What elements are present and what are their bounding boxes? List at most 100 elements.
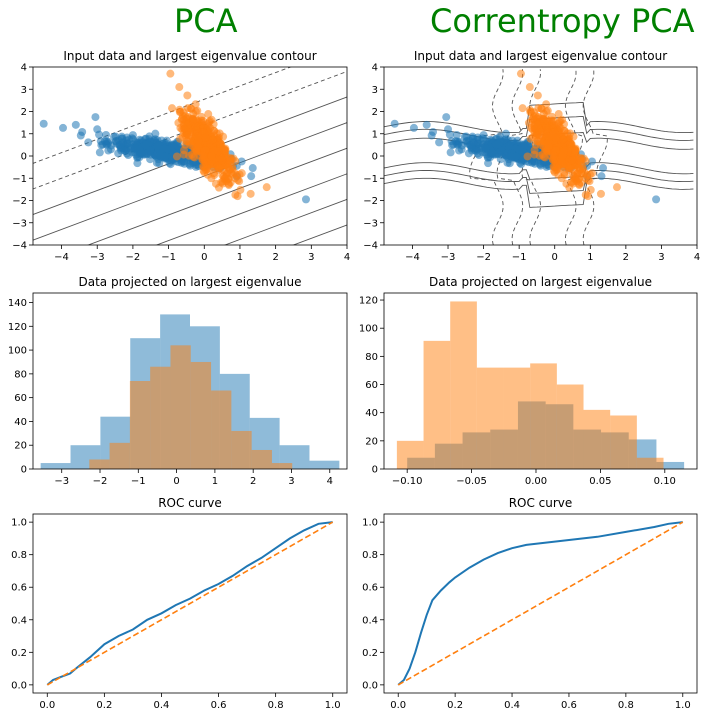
x-tick-label: −3 bbox=[54, 476, 69, 487]
data-point-blue bbox=[71, 120, 80, 129]
data-point-blue bbox=[237, 157, 246, 166]
hist-bar-orange bbox=[211, 390, 232, 469]
x-tick-label: 0 bbox=[201, 252, 207, 263]
data-point-orange bbox=[518, 104, 527, 113]
data-point-orange bbox=[225, 154, 234, 163]
hist-bar-blue bbox=[309, 460, 340, 469]
x-tick-label: −4 bbox=[405, 252, 420, 263]
data-point-orange bbox=[562, 179, 571, 188]
data-point-blue bbox=[504, 142, 513, 151]
data-point-blue bbox=[409, 123, 418, 132]
data-point-blue bbox=[91, 113, 100, 122]
data-point-blue bbox=[114, 149, 123, 158]
data-point-orange bbox=[172, 152, 181, 161]
data-point-orange bbox=[180, 124, 189, 133]
data-point-orange bbox=[526, 134, 535, 143]
data-point-orange bbox=[533, 137, 542, 146]
y-tick-label: −3 bbox=[363, 218, 378, 229]
data-point-blue bbox=[166, 160, 175, 169]
y-tick-label: 120 bbox=[8, 322, 27, 333]
y-tick-label: 20 bbox=[365, 436, 378, 447]
data-point-orange bbox=[583, 192, 592, 201]
data-point-blue bbox=[528, 158, 537, 167]
y-tick-label: 100 bbox=[8, 346, 27, 357]
data-point-orange bbox=[568, 156, 577, 165]
y-axis: 0.0 0.2 0.4 0.6 0.8 1.0 bbox=[362, 518, 384, 691]
data-point-blue bbox=[652, 195, 661, 204]
x-tick-label: 1 bbox=[212, 476, 218, 487]
y-tick-label: −1 bbox=[12, 174, 27, 185]
y-tick-label: 40 bbox=[365, 408, 378, 419]
data-point-orange bbox=[528, 114, 537, 123]
x-tick-label: −1 bbox=[512, 252, 527, 263]
hist-bar-orange bbox=[190, 361, 212, 469]
data-point-orange bbox=[168, 104, 177, 113]
y-tick-label: −1 bbox=[363, 174, 378, 185]
data-point-blue bbox=[481, 144, 490, 153]
y-tick-label: 0 bbox=[372, 465, 378, 476]
x-tick-label: 0.2 bbox=[447, 700, 463, 711]
contour-line bbox=[564, 69, 583, 245]
data-point-orange bbox=[612, 183, 621, 192]
data-point-orange bbox=[526, 108, 535, 117]
y-tick-label: 4 bbox=[21, 63, 27, 74]
data-point-blue bbox=[142, 140, 151, 149]
x-tick-label: 4 bbox=[344, 252, 350, 263]
x-tick-label: 0.10 bbox=[654, 476, 676, 487]
data-point-orange bbox=[176, 134, 185, 143]
contour-line bbox=[469, 69, 504, 245]
hist-bar-orange bbox=[89, 459, 110, 469]
hist-bar-orange bbox=[636, 457, 664, 469]
x-tick-label: 2 bbox=[272, 252, 278, 263]
hist-bar-orange bbox=[476, 367, 504, 469]
data-point-blue bbox=[118, 134, 127, 143]
data-point-blue bbox=[93, 125, 102, 134]
data-point-blue bbox=[173, 141, 182, 150]
data-point-orange bbox=[185, 151, 194, 160]
y-tick-label: 1 bbox=[21, 129, 27, 140]
x-tick-label: 0.4 bbox=[504, 700, 520, 711]
contour-line bbox=[223, 198, 347, 245]
data-point-blue bbox=[102, 130, 111, 139]
data-point-blue bbox=[151, 129, 160, 138]
y-tick-label: 20 bbox=[14, 441, 27, 452]
data-point-orange bbox=[166, 69, 175, 78]
contour-line bbox=[384, 162, 694, 180]
hist-bar-orange bbox=[150, 366, 171, 469]
data-point-blue bbox=[524, 141, 533, 150]
data-point-blue bbox=[84, 138, 93, 147]
data-point-orange bbox=[236, 185, 245, 194]
panel-title: ROC curve bbox=[509, 496, 573, 510]
data-point-blue bbox=[501, 129, 510, 138]
x-tick-label: 3 bbox=[288, 476, 294, 487]
x-tick-label: 0.05 bbox=[589, 476, 611, 487]
y-tick-label: −4 bbox=[12, 241, 27, 252]
data-point-blue bbox=[95, 148, 104, 157]
y-tick-label: 0.6 bbox=[11, 583, 27, 594]
x-tick-label: −2 bbox=[93, 476, 108, 487]
x-axis: −0.10 −0.05 0.00 0.05 0.10 bbox=[392, 469, 676, 487]
x-tick-label: 0.6 bbox=[561, 700, 577, 711]
data-point-orange bbox=[596, 189, 605, 198]
data-point-orange bbox=[194, 132, 203, 141]
y-tick-label: 0.2 bbox=[362, 648, 378, 659]
data-point-blue bbox=[462, 132, 471, 141]
x-tick-label: −3 bbox=[90, 252, 105, 263]
hist-bar-orange bbox=[610, 415, 637, 469]
hist-bar-orange bbox=[271, 463, 293, 469]
x-tick-label: 0.6 bbox=[211, 700, 227, 711]
x-axis: −3 −2 −1 0 1 2 3 4 bbox=[54, 469, 333, 487]
column-title-correntropy-pca: Correntropy PCA bbox=[430, 2, 695, 40]
x-tick-label: −3 bbox=[441, 252, 456, 263]
y-tick-label: −2 bbox=[12, 196, 27, 207]
data-point-orange bbox=[535, 151, 544, 160]
x-tick-label: 3 bbox=[658, 252, 664, 263]
contour-line bbox=[384, 177, 694, 208]
panel-title: Input data and largest eigenvalue contou… bbox=[63, 49, 316, 63]
y-tick-label: 1.0 bbox=[11, 518, 27, 529]
data-point-orange bbox=[218, 179, 227, 188]
x-axis: 0.0 0.2 0.4 0.6 0.8 1.0 bbox=[390, 693, 691, 711]
x-tick-label: 0.8 bbox=[618, 700, 634, 711]
